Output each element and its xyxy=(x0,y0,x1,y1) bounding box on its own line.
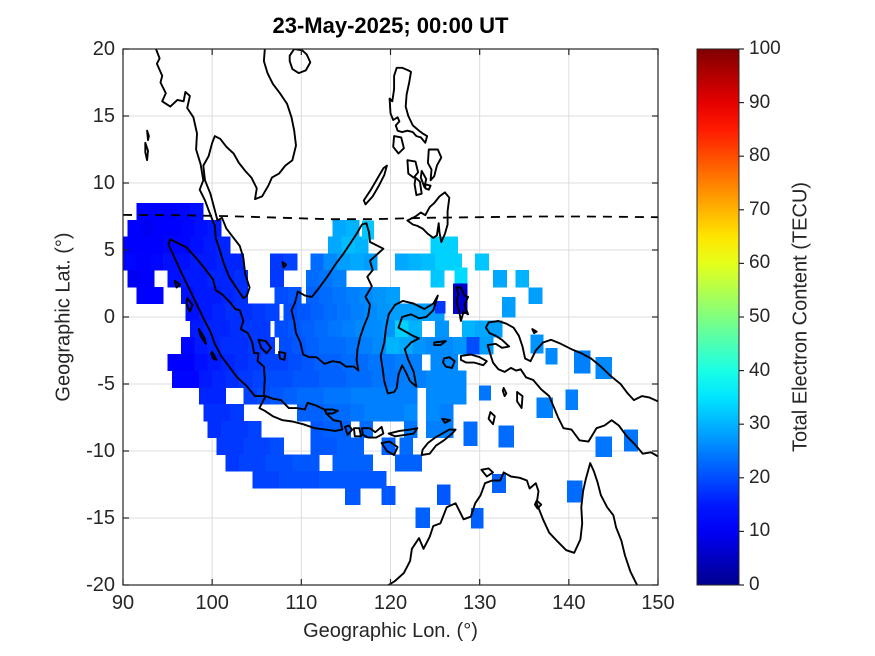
x-tick-label: 140 xyxy=(552,592,586,614)
y-tick-label: 20 xyxy=(92,38,115,60)
colorbar-tick-label: 100 xyxy=(749,38,781,59)
y-tick-label: -20 xyxy=(86,574,115,596)
y-tick-label: 5 xyxy=(103,239,115,261)
colorbar-tick-label: 10 xyxy=(749,520,771,542)
axes-box xyxy=(122,48,659,586)
colorbar xyxy=(696,48,744,586)
y-tick-label: 15 xyxy=(92,105,115,127)
y-tick-label: -5 xyxy=(97,373,115,395)
x-tick-label: 110 xyxy=(285,592,318,614)
colorbar-tick-label: 80 xyxy=(749,145,771,167)
y-tick-label: -10 xyxy=(86,440,115,462)
x-axis-label: Geographic Lon. (°) xyxy=(303,620,478,642)
x-tick-label: 150 xyxy=(641,592,675,614)
y-tick-label: 10 xyxy=(92,172,115,194)
plot-title: 23-May-2025; 00:00 UT xyxy=(272,13,509,38)
y-tick-label: -15 xyxy=(86,507,115,529)
tec-patches xyxy=(123,203,638,529)
colorbar-tick-label: 40 xyxy=(749,359,771,381)
colorbar-tick-label: 20 xyxy=(749,466,771,488)
coastlines xyxy=(144,49,658,585)
colorbar-tick-label: 90 xyxy=(749,91,771,113)
colorbar-tick-label: 50 xyxy=(749,306,771,327)
x-tick-label: 100 xyxy=(195,592,229,614)
colorbar-tick-label: 60 xyxy=(749,252,771,274)
x-tick-label: 90 xyxy=(111,592,135,614)
x-tick-label: 130 xyxy=(462,592,497,614)
colorbar-tick-label: 70 xyxy=(749,198,771,220)
colorbar-tick-label: 30 xyxy=(749,413,771,435)
colorbar-tick-label: 0 xyxy=(749,574,760,595)
y-tick-label: 0 xyxy=(103,306,115,328)
x-tick-label: 120 xyxy=(373,592,408,614)
